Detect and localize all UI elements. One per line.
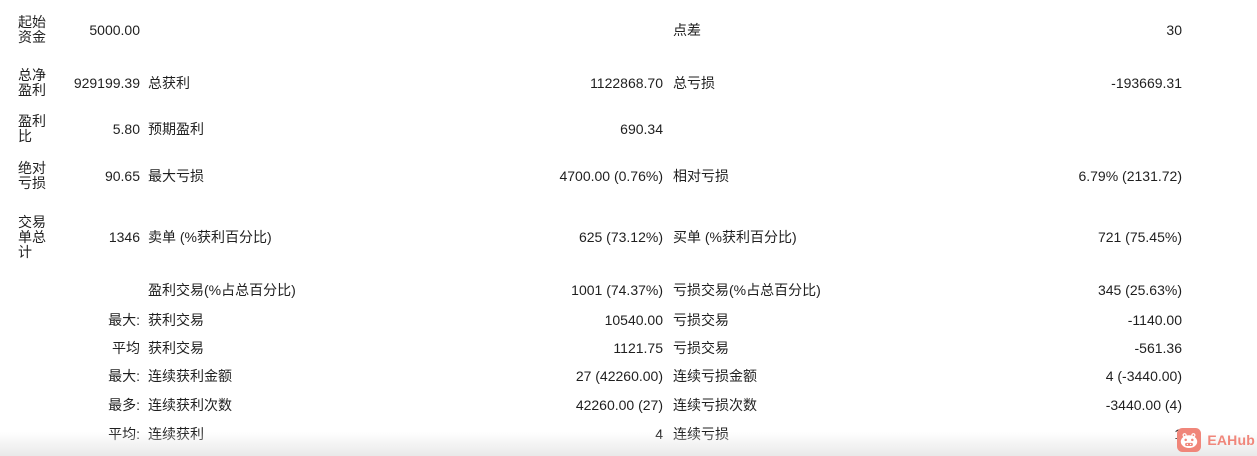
stat-row-header: 起始资金 [18,14,46,45]
stat-label-3: 亏损交易 [673,312,729,328]
stat-label-3: 连续亏损 [673,425,729,442]
stat-label-2: 卖单 (%获利百分比) [148,229,272,245]
stat-label-2: 最大亏损 [148,168,204,184]
stat-value-3: 1 [925,419,1182,448]
stat-row-header: 盈利比 [18,113,46,144]
stat-value-1: 最大: [108,368,140,384]
stat-value-2: 1122868.70 [590,75,663,91]
stat-label-3: 连续亏损次数 [673,396,757,413]
stat-row-header [0,334,48,362]
stat-value-3: -561.36 [1134,340,1182,356]
stat-label-2: 获利交易 [148,312,204,328]
stat-value-1: 929199.39 [73,75,140,91]
stat-value-1: 90.65 [104,168,140,184]
stat-label-2: 总获利 [148,75,190,91]
stat-label-3: 总亏损 [673,75,715,91]
table-row: 最大: 连续获利金额 27 (42260.00) 连续亏损金额 4 (-3440.00) [0,362,1182,390]
table-row: 平均 获利交易 1121.75 亏损交易 -561.36 [0,334,1182,362]
stat-label-2: 连续获利次数 [148,396,232,413]
table-row: 绝对亏损 90.65 最大亏损 4700.00 (0.76%) 相对亏损 6.79% (2… [0,152,1182,200]
stat-value-3: -193669.31 [1111,75,1182,91]
stat-row-header [0,274,48,306]
stat-row-header [0,306,48,334]
stat-value-2: 1001 (74.37%) [571,282,663,298]
stat-value-3: -3440.00 (4) [1105,396,1182,413]
stats-table-body: 起始资金 5000.00 点差 30 总净盈利 929199.39 总获利 1122868.7… [0,0,1182,448]
stat-value-3: -1140.00 [1127,312,1182,328]
table-row: 总净盈利 929199.39 总获利 1122868.70 总亏损 -193669.31 [0,60,1182,106]
stat-value-1: 平均 [112,340,140,356]
stat-row-header [0,390,48,419]
stat-label-3: 亏损交易 [673,340,729,356]
table-row: 盈利交易(%占总百分比) 1001 (74.37%) 亏损交易(%占总百分比) 345… [0,274,1182,306]
stat-label-2 [140,0,418,60]
stat-label-2: 盈利交易(%占总百分比) [148,282,296,298]
stat-value-3 [925,106,1182,152]
stat-value-2: 625 (73.12%) [578,229,663,245]
robot-face-icon [1177,428,1202,452]
stat-row-header: 绝对亏损 [18,160,46,191]
table-row: 平均: 连续获利 4 连续亏损 1 [0,419,1182,448]
stat-value-3: 6.79% (2131.72) [1078,168,1182,184]
stat-label-3: 买单 (%获利百分比) [673,229,797,245]
stat-value-2 [418,0,663,60]
stat-label-3: 相对亏损 [673,168,729,184]
table-row: 最多: 连续获利次数 42260.00 (27) 连续亏损次数 -3440.00 (4) [0,390,1182,419]
stat-label-2: 连续获利 [148,425,204,442]
stat-value-2: 690.34 [620,121,663,137]
stat-value-1: 5.80 [112,121,140,137]
stat-value-1: 5000.00 [89,22,140,38]
stat-label-2: 预期盈利 [148,121,204,137]
table-row: 盈利比 5.80 预期盈利 690.34 [0,106,1182,152]
stat-value-1: 1346 [108,229,140,245]
stat-row-header: 总净盈利 [18,67,46,98]
stat-label-3: 连续亏损金额 [673,368,757,384]
stat-label-3 [663,106,925,152]
stat-label-3: 点差 [673,22,701,38]
stat-value-2: 42260.00 (27) [575,396,663,413]
table-row: 交易单总计 1346 卖单 (%获利百分比) 625 (73.12%) 买单 (%获利百… [0,200,1182,274]
stat-value-1 [48,274,140,306]
stat-label-2: 获利交易 [148,340,204,356]
stat-value-1: 最大: [108,312,140,328]
stat-row-header [0,419,48,448]
stat-row-header [0,362,48,390]
table-row: 起始资金 5000.00 点差 30 [0,0,1182,60]
stats-table: 起始资金 5000.00 点差 30 总净盈利 929199.39 总获利 1122868.7… [0,0,1182,448]
stat-value-3: 30 [1166,22,1182,38]
stat-value-3: 4 (-3440.00) [1105,368,1182,384]
stat-value-1: 平均: [108,425,140,442]
eahub-watermark: EAHub [1177,428,1255,452]
eahub-brand-label: EAHub [1207,432,1255,448]
table-row: 最大: 获利交易 10540.00 亏损交易 -1140.00 [0,306,1182,334]
stat-label-3: 亏损交易(%占总百分比) [673,282,821,298]
stat-value-2: 4 [655,425,663,442]
stat-value-2: 27 (42260.00) [575,368,663,384]
stat-value-1: 最多: [108,396,140,413]
stat-label-2: 连续获利金额 [148,368,232,384]
stat-value-2: 10540.00 [604,312,663,328]
stat-row-header: 交易单总计 [18,213,46,260]
stat-value-2: 1121.75 [613,340,663,356]
stat-value-3: 345 (25.63%) [1097,282,1182,298]
stat-value-3: 721 (75.45%) [1097,229,1182,245]
stat-value-2: 4700.00 (0.76%) [559,168,663,184]
